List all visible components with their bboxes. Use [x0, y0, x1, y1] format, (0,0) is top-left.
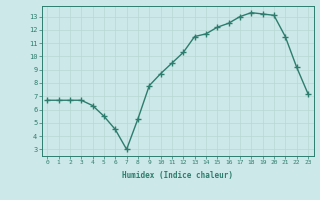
- X-axis label: Humidex (Indice chaleur): Humidex (Indice chaleur): [122, 171, 233, 180]
